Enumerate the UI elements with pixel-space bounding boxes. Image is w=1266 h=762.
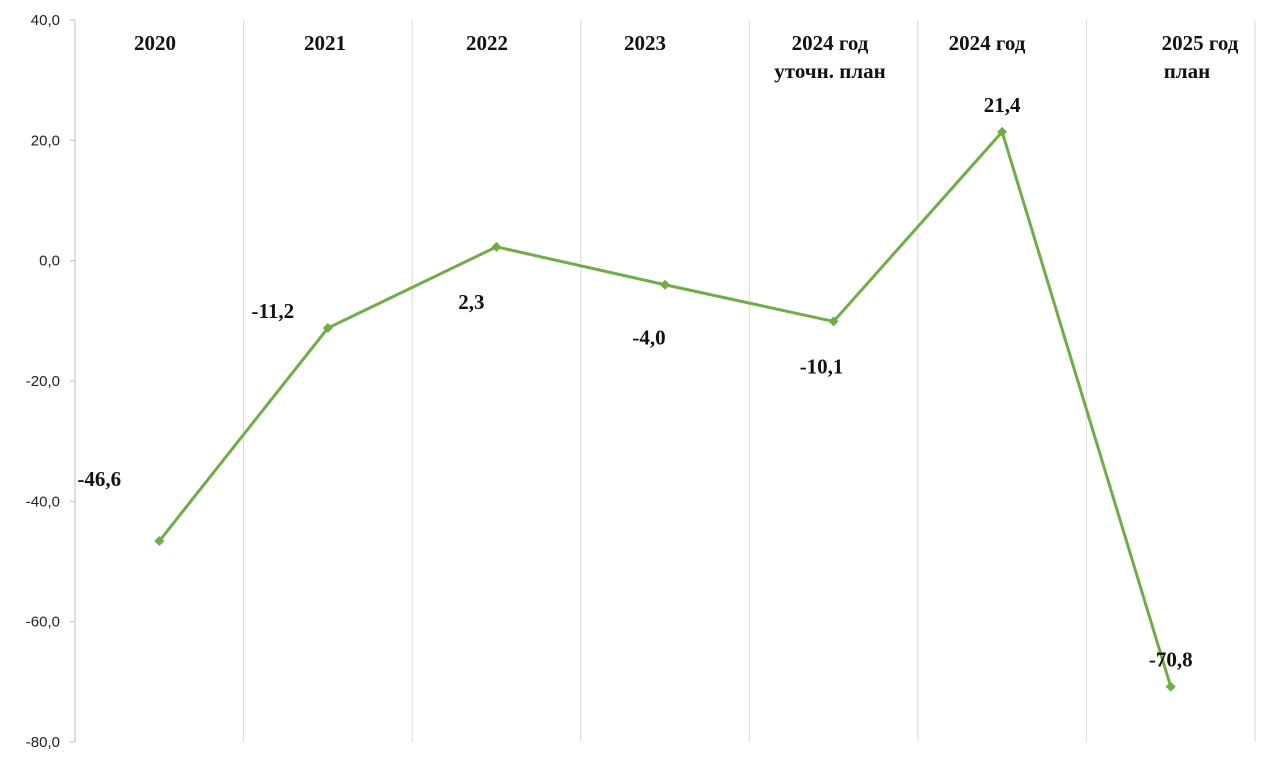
- category-label: 2023: [624, 31, 666, 55]
- category-label-line: 2025 год: [1162, 31, 1239, 55]
- data-label: -10,1: [800, 354, 844, 378]
- data-point-marker: [660, 279, 670, 290]
- category-label-line: 2022: [466, 31, 508, 55]
- data-label: -4,0: [632, 326, 665, 350]
- series-markers: [154, 126, 1176, 692]
- category-label: 2024 год: [949, 31, 1026, 55]
- data-point-marker: [154, 536, 165, 547]
- data-labels: -46,6 -11,2 2,3 -4,0 -10,1 21,4 -70,8: [77, 93, 1192, 672]
- category-label-line: уточн. план: [774, 59, 885, 83]
- y-tick-label: -40,0: [26, 493, 60, 510]
- category-label: 2020: [134, 31, 176, 55]
- y-tick-label: -80,0: [26, 734, 60, 751]
- category-label-line: 2021: [304, 31, 346, 55]
- series-polyline: [158, 130, 1173, 688]
- category-label: 2024 год уточн. план: [774, 31, 885, 83]
- category-label: 2021: [304, 31, 346, 55]
- category-label-line: 2020: [134, 31, 176, 55]
- category-label: 2025 год план: [1162, 31, 1239, 83]
- data-label: 2,3: [458, 290, 484, 314]
- y-tick-label: -60,0: [26, 614, 60, 631]
- category-label-line: 2024 год: [949, 31, 1026, 55]
- category-labels: 2020 2021 2022 2023 2024 год уточн. план2024 …: [134, 31, 1239, 83]
- category-label: 2022: [466, 31, 508, 55]
- data-label: -46,6: [77, 467, 121, 491]
- data-point-marker: [322, 323, 333, 334]
- data-label: 21,4: [984, 93, 1021, 117]
- y-tick-label: 20,0: [31, 132, 60, 149]
- data-point-marker: [997, 126, 1008, 137]
- category-label-line: 2024 год: [792, 31, 869, 55]
- data-label: -70,8: [1149, 648, 1193, 672]
- data-point-marker: [1165, 681, 1176, 692]
- y-tick-label: -20,0: [26, 373, 60, 390]
- category-label-line: план: [1164, 59, 1210, 83]
- y-tick-label: 0,0: [39, 253, 60, 270]
- y-tick-label: 40,0: [31, 12, 60, 29]
- data-point-marker: [828, 316, 839, 327]
- data-label: -11,2: [252, 299, 295, 323]
- data-point-marker: [491, 241, 502, 252]
- series-line: [158, 130, 1173, 688]
- category-label-line: 2023: [624, 31, 666, 55]
- gridlines: [243, 20, 1256, 742]
- y-axis: 40,0 20,0 0,0 -20,0 -40,0 -60,0 -80,0: [26, 12, 76, 751]
